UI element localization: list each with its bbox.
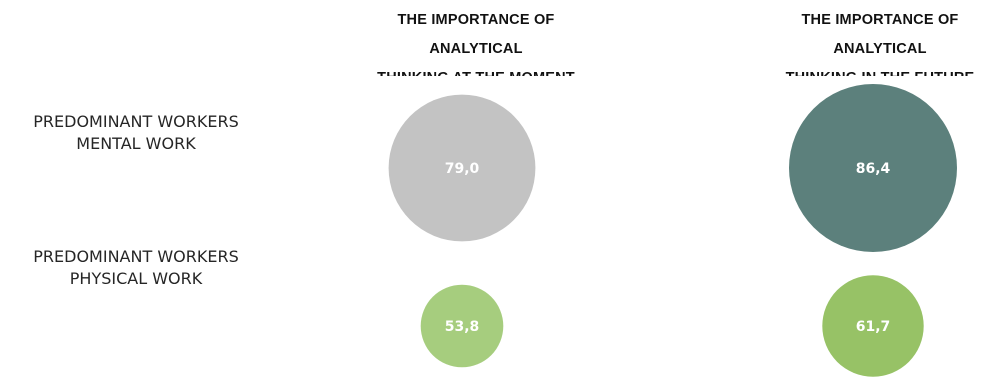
column-header-line: THINKING AT THE MOMENT — [361, 64, 591, 76]
row-label-line: PHYSICAL WORK — [69, 269, 203, 288]
row-label-physical-work: PREDOMINANT WORKERS PHYSICAL WORK — [0, 246, 272, 290]
bubble-mental-work-current — [388, 94, 536, 242]
column-header-line: ANALYTICAL — [833, 41, 927, 57]
bubble-physical-work-current — [420, 284, 504, 368]
column-header-line: THE IMPORTANCE OF — [801, 12, 959, 28]
row-label-line: MENTAL WORK — [76, 134, 196, 153]
bubble-mental-work-future — [789, 84, 957, 252]
column-header-future: THE IMPORTANCE OF ANALYTICAL THINKING IN… — [765, 6, 995, 76]
column-header-current: THE IMPORTANCE OF ANALYTICAL THINKING AT… — [361, 6, 591, 76]
column-header-line: THINKING IN THE FUTURE — [765, 64, 995, 76]
bubble-value-label: 61,7 — [856, 319, 891, 335]
row-label-line: PREDOMINANT WORKERS — [33, 247, 239, 266]
column-header-line: THE IMPORTANCE OF — [397, 12, 555, 28]
row-label-line: PREDOMINANT WORKERS — [33, 112, 239, 131]
row-label-mental-work: PREDOMINANT WORKERS MENTAL WORK — [0, 111, 272, 155]
bubble-physical-work-future — [822, 275, 924, 377]
bubble-value-label: 53,8 — [445, 319, 480, 335]
column-header-line: ANALYTICAL — [429, 41, 523, 57]
bubble-value-label: 79,0 — [445, 161, 480, 177]
bubble-value-label: 86,4 — [856, 161, 891, 177]
